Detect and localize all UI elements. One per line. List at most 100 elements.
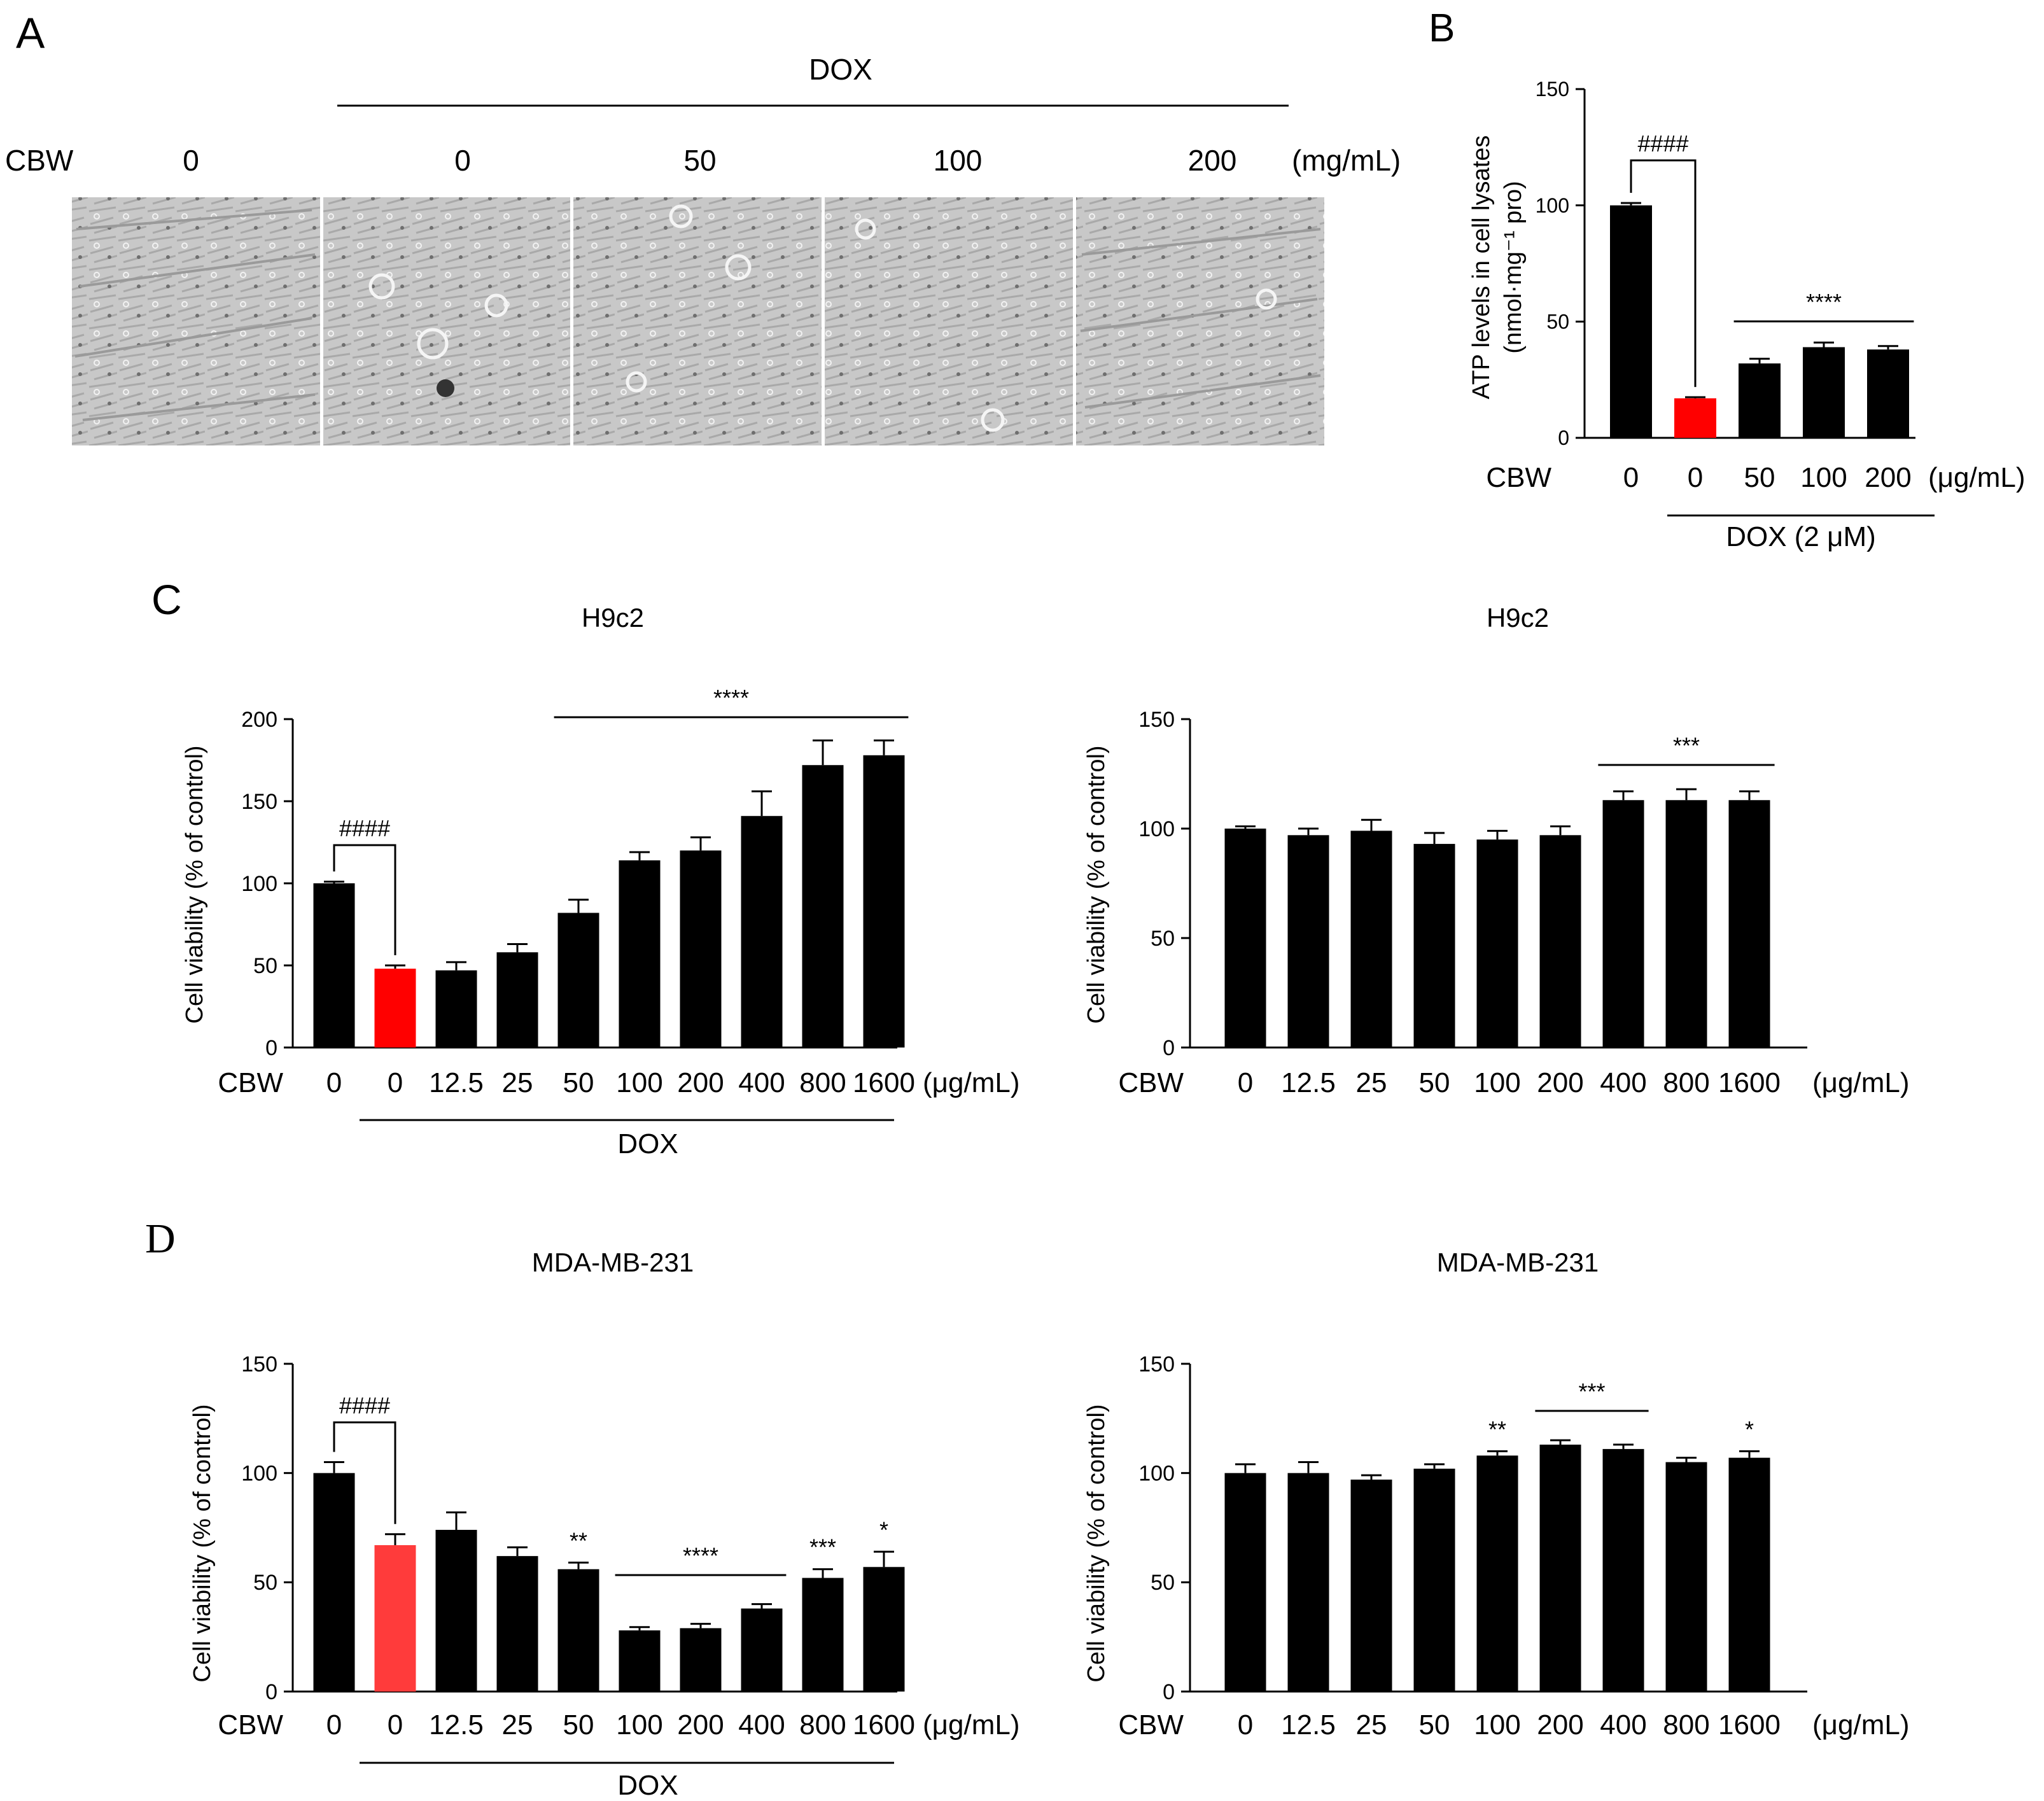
chart-d1-significance-label: ** <box>570 1527 587 1553</box>
chart-c2-bar <box>1350 830 1392 1048</box>
chart-c1-significance-label: #### <box>339 815 390 841</box>
chart-d2-bar <box>1413 1468 1455 1692</box>
micrograph-dox-cbw-0 <box>323 197 570 445</box>
chart-d2-significance-label: *** <box>1578 1378 1605 1405</box>
chart-d2-bar <box>1539 1445 1581 1692</box>
chart-c2-x-tick-label: 1600 <box>1718 1067 1781 1098</box>
chart-c1-title: H9c2 <box>582 603 644 633</box>
chart-d1-y-tick-label: 50 <box>253 1571 277 1595</box>
chart-c2-bar <box>1602 800 1644 1048</box>
chart-d1-x-tick-label: 800 <box>799 1709 846 1741</box>
chart-d2-bar <box>1728 1457 1770 1692</box>
chart-d1-x-tick-label: 200 <box>677 1709 724 1741</box>
chart-c2-x-tick-label: 100 <box>1474 1067 1520 1098</box>
chart-d2-bar <box>1287 1473 1329 1692</box>
chart-c2-bar <box>1539 835 1581 1048</box>
chart-c1-bar <box>802 765 844 1048</box>
chart-b: ATP levels in cell lysates (nmol·mg⁻¹ pr… <box>1468 78 2025 552</box>
chart-d1-significance-bracket <box>333 1421 396 1524</box>
chart-c1-plot: 0 50 100 150 200 CBW 0 0 12.5 25 50 100 200 400 800 160… <box>218 685 1019 1160</box>
chart-b-ylabel-line2: (nmol·mg⁻¹ pro) <box>1500 181 1527 353</box>
panel-a-cbw-label: CBW <box>5 144 74 177</box>
chart-d1-ylabel: Cell viability (% of control) <box>189 1404 216 1682</box>
chart-d1: MDA-MB-231 Cell viability (% of control)… <box>189 1247 1019 1801</box>
chart-c2-bar <box>1224 829 1266 1048</box>
chart-c1-significance-bracket <box>333 844 396 955</box>
chart-c1-significance-label: **** <box>713 685 749 711</box>
chart-b-y-tick-label: 50 <box>1546 311 1569 333</box>
chart-d1-significance-label: **** <box>683 1543 718 1569</box>
chart-d2-bar <box>1224 1473 1266 1692</box>
chart-b-significance-label: #### <box>1637 130 1688 157</box>
chart-b-x-tick-label: 200 <box>1865 462 1911 493</box>
panel-d-letter: D <box>145 1216 176 1262</box>
chart-d1-x-tick-label: 1600 <box>853 1709 915 1741</box>
panel-a-conc-4: 200 <box>1188 144 1237 177</box>
chart-b-bar <box>1674 398 1716 438</box>
chart-c1-x-tick-label: 400 <box>738 1067 785 1098</box>
chart-c1-bar <box>435 970 477 1048</box>
chart-c2-significance-label: *** <box>1673 732 1700 759</box>
chart-d1-y-tick-label: 100 <box>241 1462 277 1486</box>
chart-d1-bar <box>557 1569 599 1692</box>
chart-d2-bar <box>1602 1448 1644 1692</box>
chart-d1-unit-label: (μg/mL) <box>923 1709 1019 1741</box>
micrograph-dox-cbw-50 <box>573 197 822 445</box>
chart-c1-x-tick-label: 100 <box>616 1067 662 1098</box>
chart-c2-bar <box>1728 800 1770 1048</box>
chart-d1-y-tick-label: 0 <box>265 1680 277 1704</box>
chart-c1-bar <box>741 816 783 1048</box>
chart-d2-x-tick-label: 200 <box>1537 1709 1583 1741</box>
chart-c2-x-tick-label: 50 <box>1419 1067 1450 1098</box>
chart-c2-unit-label: (μg/mL) <box>1812 1067 1909 1098</box>
panel-a-conc-3: 100 <box>934 144 983 177</box>
chart-d1-cbw-label: CBW <box>218 1709 283 1741</box>
chart-d2-x-tick-label: 1600 <box>1718 1709 1781 1741</box>
chart-c1-y-tick-label: 0 <box>265 1036 277 1060</box>
chart-d1-x-tick-label: 12.5 <box>429 1709 484 1741</box>
chart-c2-title: H9c2 <box>1487 603 1549 633</box>
chart-c2-x-tick-label: 0 <box>1238 1067 1253 1098</box>
chart-c1-x-tick-label: 50 <box>563 1067 594 1098</box>
chart-c1-x-tick-label: 200 <box>677 1067 724 1098</box>
panel-a: A DOX CBW 0 0 50 100 200 (mg/mL) <box>5 9 1401 445</box>
chart-b-ylabel-line1: ATP levels in cell lysates <box>1468 136 1495 400</box>
chart-d2-cbw-label: CBW <box>1118 1709 1184 1741</box>
micrograph-dox-cbw-200 <box>1076 197 1324 445</box>
chart-d1-bar <box>802 1578 844 1692</box>
chart-d2-x-tick-label: 12.5 <box>1281 1709 1336 1741</box>
chart-c1-bar <box>557 913 599 1048</box>
chart-c2-x-tick-label: 12.5 <box>1281 1067 1336 1098</box>
chart-c1-bar <box>496 952 538 1048</box>
panel-a-conc-0: 0 <box>183 144 199 177</box>
chart-d1-significance-label: * <box>879 1517 888 1543</box>
chart-d2-x-tick-label: 400 <box>1600 1709 1646 1741</box>
chart-d1-x-tick-label: 0 <box>326 1709 342 1741</box>
chart-d2-x-tick-label: 25 <box>1356 1709 1387 1741</box>
chart-c2-cbw-label: CBW <box>1118 1067 1184 1098</box>
chart-d2-x-tick-label: 100 <box>1474 1709 1520 1741</box>
chart-d2-y-tick-label: 150 <box>1138 1352 1175 1377</box>
chart-d2-plot: 0 50 100 150 CBW 0 12.5 25 50 100 200 400 800 1600 (μg… <box>1118 1352 1909 1741</box>
chart-b-significance-bracket <box>1630 159 1697 388</box>
chart-c2-bar <box>1476 839 1518 1048</box>
chart-d2-x-tick-label: 800 <box>1663 1709 1709 1741</box>
chart-c2-bar <box>1665 800 1707 1048</box>
chart-b-plot: 0 50 100 150 CBW 0 0 50 100 200 (μg/mL) DOX (2 μM) #… <box>1486 78 2025 552</box>
chart-d1-y-tick-label: 150 <box>241 1352 277 1377</box>
chart-c2-y-tick-label: 50 <box>1151 927 1175 951</box>
chart-c2-x-tick-label: 200 <box>1537 1067 1583 1098</box>
chart-c1-bar <box>374 969 416 1048</box>
chart-c1-bar <box>680 850 722 1048</box>
micrograph-dox-cbw-100 <box>825 197 1073 445</box>
chart-d2-unit-label: (μg/mL) <box>1812 1709 1909 1741</box>
chart-d2-bar <box>1350 1479 1392 1692</box>
chart-c1-unit-label: (μg/mL) <box>923 1067 1019 1098</box>
chart-d1-group-label: DOX <box>617 1770 678 1801</box>
chart-d2-significance-label: ** <box>1488 1416 1506 1442</box>
chart-c2-x-tick-label: 800 <box>1663 1067 1709 1098</box>
chart-d1-bar <box>496 1556 538 1692</box>
chart-d2-bar <box>1476 1455 1518 1692</box>
chart-d2-y-tick-label: 0 <box>1163 1680 1175 1704</box>
chart-b-x-tick-label: 100 <box>1800 462 1847 493</box>
